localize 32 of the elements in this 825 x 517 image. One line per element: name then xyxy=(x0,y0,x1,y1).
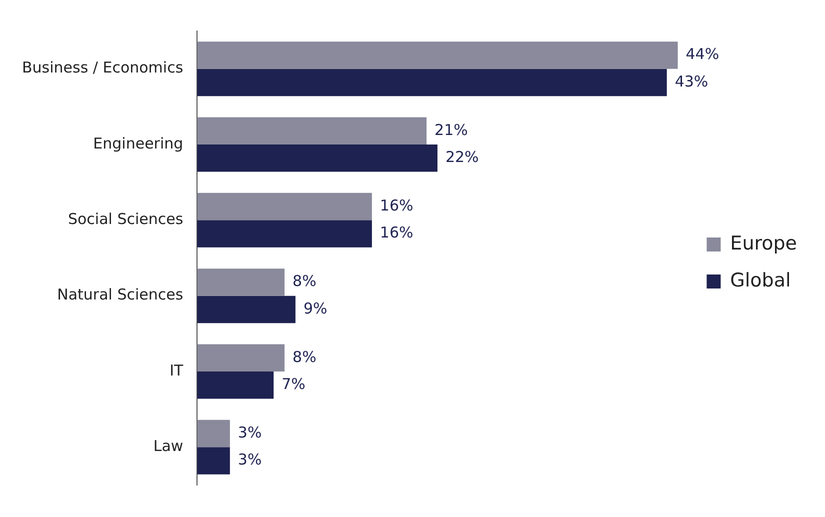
bar xyxy=(197,268,285,296)
data-label: 8% xyxy=(292,348,316,366)
bar xyxy=(197,447,230,474)
data-label: 3% xyxy=(238,423,262,442)
y-tick-label: Law xyxy=(153,437,184,456)
data-label: 9% xyxy=(303,299,328,318)
data-label: 44% xyxy=(686,45,720,64)
data-label: 43% xyxy=(674,72,708,90)
data-label: 16% xyxy=(380,224,414,242)
y-tick-label: Engineering xyxy=(93,134,184,152)
bar xyxy=(197,420,230,448)
data-label: 8% xyxy=(292,272,316,290)
bar xyxy=(197,68,667,96)
bar xyxy=(197,296,296,324)
bar xyxy=(197,372,274,399)
y-tick-label: Natural Sciences xyxy=(57,286,184,304)
legend-label: Europe xyxy=(730,232,798,254)
y-tick-label: Social Sciences xyxy=(68,210,184,228)
legend-label: Global xyxy=(730,269,791,292)
bar xyxy=(197,220,372,248)
data-label: 22% xyxy=(445,148,479,166)
bar xyxy=(197,344,285,372)
bar xyxy=(197,117,427,144)
data-label: 7% xyxy=(282,375,306,394)
y-tick-label: Business / Economics xyxy=(22,58,184,77)
data-label: 16% xyxy=(380,196,414,214)
bar xyxy=(197,42,678,69)
y-tick-label: IT xyxy=(170,361,184,380)
bar xyxy=(197,144,438,172)
data-label: 21% xyxy=(434,120,468,139)
bar xyxy=(197,192,372,220)
data-label: 3% xyxy=(238,450,262,469)
